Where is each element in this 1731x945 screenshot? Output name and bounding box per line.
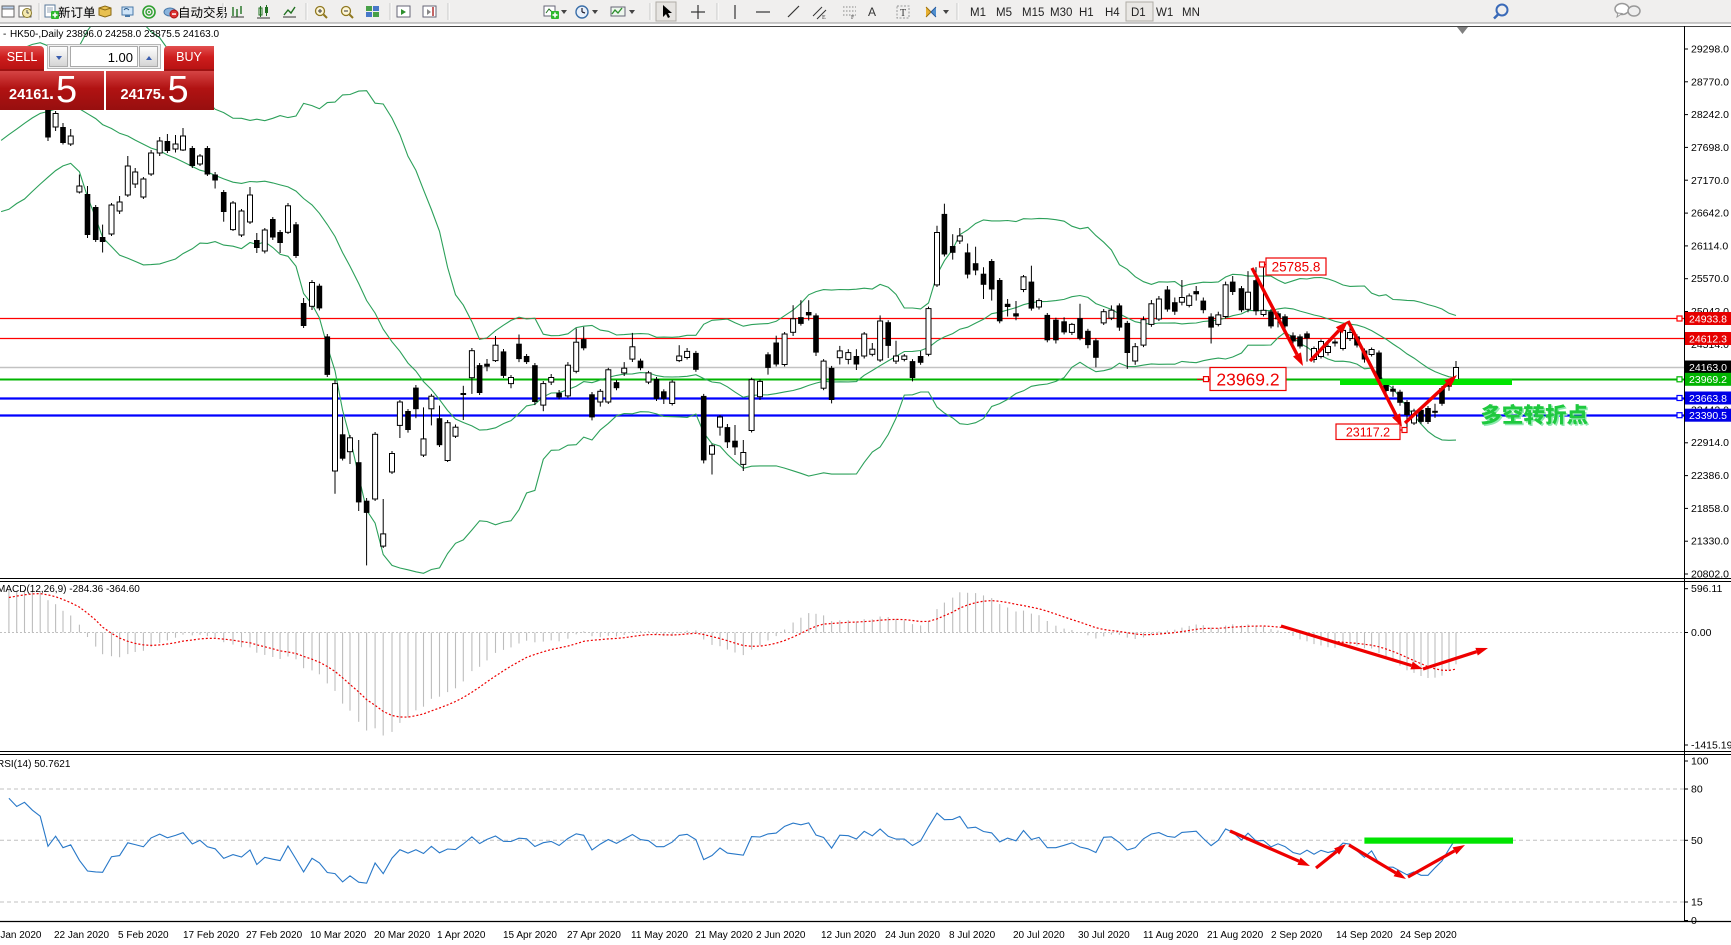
svg-text:100: 100 bbox=[1691, 756, 1709, 768]
svg-text:22 Jan 2020: 22 Jan 2020 bbox=[54, 930, 109, 941]
svg-text:A: A bbox=[868, 5, 876, 19]
svg-text:8 Jul 2020: 8 Jul 2020 bbox=[949, 930, 996, 941]
svg-text:23663.8: 23663.8 bbox=[1689, 393, 1727, 405]
svg-text:24612.3: 24612.3 bbox=[1689, 333, 1727, 345]
svg-text:12 Jun 2020: 12 Jun 2020 bbox=[821, 930, 876, 941]
svg-text:23969.2: 23969.2 bbox=[1689, 374, 1727, 386]
svg-text:HK50-,Daily 23896.0 24258.0 2: HK50-,Daily 23896.0 24258.0 23875.5 2416… bbox=[10, 29, 219, 40]
svg-text:20 Mar 2020: 20 Mar 2020 bbox=[374, 930, 431, 941]
svg-text:26642.0: 26642.0 bbox=[1691, 208, 1729, 220]
svg-text:29298.0: 29298.0 bbox=[1691, 44, 1729, 56]
svg-text:27 Apr 2020: 27 Apr 2020 bbox=[567, 930, 621, 941]
svg-text:5 Feb 2020: 5 Feb 2020 bbox=[118, 930, 169, 941]
svg-text:26114.0: 26114.0 bbox=[1691, 240, 1728, 252]
svg-text:M1: M1 bbox=[970, 7, 986, 19]
svg-text:28770.0: 28770.0 bbox=[1691, 76, 1729, 88]
svg-text:H1: H1 bbox=[1079, 7, 1094, 19]
svg-text:15 Apr 2020: 15 Apr 2020 bbox=[503, 930, 557, 941]
svg-text:30 Jul 2020: 30 Jul 2020 bbox=[1078, 930, 1130, 941]
svg-text:10 Mar 2020: 10 Mar 2020 bbox=[310, 930, 367, 941]
svg-text:21858.0: 21858.0 bbox=[1691, 503, 1729, 515]
svg-text:2 Jan 2020: 2 Jan 2020 bbox=[0, 930, 42, 941]
svg-text:M15: M15 bbox=[1022, 7, 1044, 19]
svg-text:80: 80 bbox=[1691, 784, 1703, 796]
svg-text:23969.2: 23969.2 bbox=[1216, 370, 1279, 390]
svg-text:MACD(12,26,9) -284.36 -364.60: MACD(12,26,9) -284.36 -364.60 bbox=[0, 584, 140, 595]
svg-text:W1: W1 bbox=[1156, 7, 1173, 19]
svg-text:24933.8: 24933.8 bbox=[1689, 313, 1727, 325]
svg-text:21 May 2020: 21 May 2020 bbox=[695, 930, 753, 941]
svg-text:24 Sep 2020: 24 Sep 2020 bbox=[1400, 930, 1457, 941]
svg-text:H4: H4 bbox=[1105, 7, 1120, 19]
svg-text:M5: M5 bbox=[996, 7, 1012, 19]
svg-text:596.11: 596.11 bbox=[1691, 583, 1722, 595]
svg-text:15: 15 bbox=[1691, 897, 1703, 909]
svg-text:11 May 2020: 11 May 2020 bbox=[631, 930, 689, 941]
svg-text:25570.0: 25570.0 bbox=[1691, 273, 1729, 285]
svg-text:17 Feb 2020: 17 Feb 2020 bbox=[183, 930, 240, 941]
svg-text:24 Jun 2020: 24 Jun 2020 bbox=[885, 930, 940, 941]
svg-text:-1415.19: -1415.19 bbox=[1691, 740, 1731, 752]
svg-text:22914.0: 22914.0 bbox=[1691, 437, 1729, 449]
svg-text:11 Aug 2020: 11 Aug 2020 bbox=[1143, 930, 1199, 941]
svg-text:27698.0: 27698.0 bbox=[1691, 142, 1729, 154]
svg-text:1 Apr 2020: 1 Apr 2020 bbox=[437, 930, 486, 941]
svg-text:T: T bbox=[900, 8, 906, 19]
svg-text:20802.0: 20802.0 bbox=[1691, 569, 1729, 581]
svg-text:MN: MN bbox=[1182, 7, 1200, 19]
svg-text:23390.5: 23390.5 bbox=[1689, 410, 1727, 422]
svg-text:28242.0: 28242.0 bbox=[1691, 109, 1729, 121]
svg-text:27170.0: 27170.0 bbox=[1691, 175, 1729, 187]
svg-text:14 Sep 2020: 14 Sep 2020 bbox=[1336, 930, 1393, 941]
svg-text:22386.0: 22386.0 bbox=[1691, 470, 1729, 482]
svg-text:0: 0 bbox=[1691, 915, 1697, 927]
svg-text:21 Aug 2020: 21 Aug 2020 bbox=[1207, 930, 1264, 941]
svg-text:23117.2: 23117.2 bbox=[1346, 426, 1390, 440]
svg-text:2 Sep 2020: 2 Sep 2020 bbox=[1271, 930, 1323, 941]
svg-text:24163.0: 24163.0 bbox=[1689, 362, 1727, 374]
svg-text:M30: M30 bbox=[1050, 7, 1072, 19]
svg-text:20 Jul 2020: 20 Jul 2020 bbox=[1013, 930, 1065, 941]
svg-text:RSI(14) 50.7621: RSI(14) 50.7621 bbox=[0, 759, 71, 770]
svg-text:50: 50 bbox=[1691, 835, 1703, 847]
svg-text:27 Feb 2020: 27 Feb 2020 bbox=[246, 930, 303, 941]
svg-text:0.00: 0.00 bbox=[1691, 627, 1712, 639]
svg-text:E: E bbox=[822, 15, 826, 21]
svg-text:D1: D1 bbox=[1131, 7, 1146, 19]
svg-text:2 Jun 2020: 2 Jun 2020 bbox=[756, 930, 806, 941]
svg-text:21330.0: 21330.0 bbox=[1691, 536, 1729, 548]
svg-text:F: F bbox=[851, 15, 855, 21]
svg-text:25785.8: 25785.8 bbox=[1272, 260, 1321, 275]
svg-text:-: - bbox=[3, 29, 6, 40]
